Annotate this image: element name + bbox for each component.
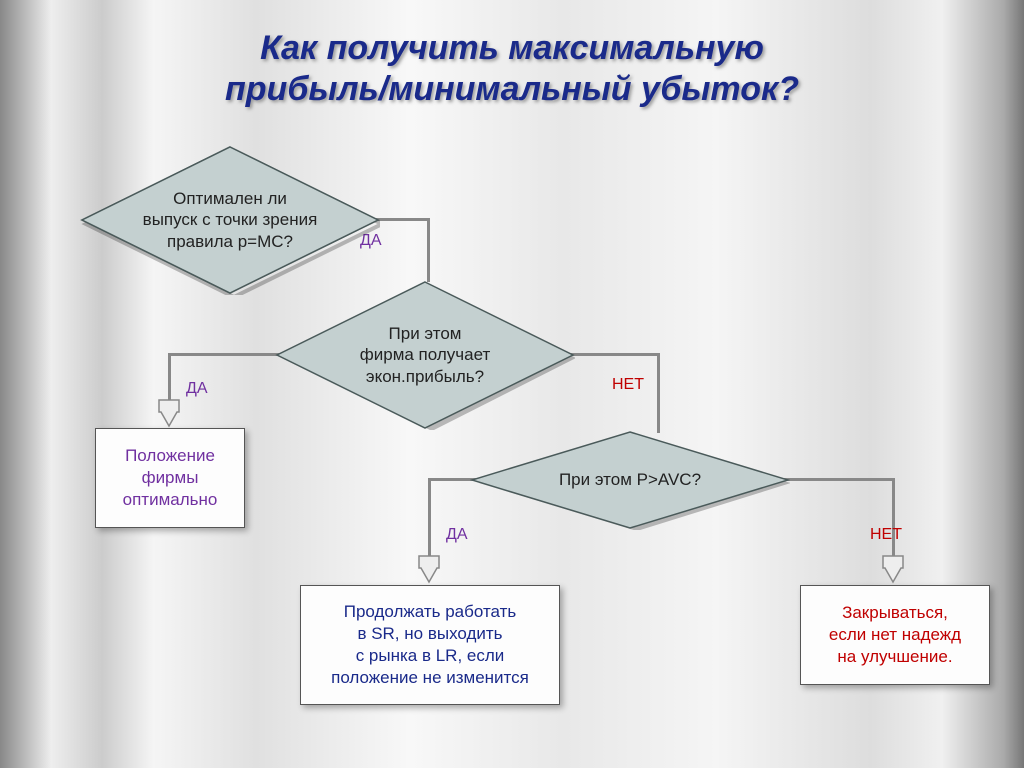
decision-p-equals-mc: Оптимален ливыпуск с точки зренияправила…: [80, 145, 380, 295]
outcome-shutdown-label: Закрываться,если нет надеждна улучшение.: [829, 602, 961, 668]
edge-label-e2-no: НЕТ: [612, 376, 644, 394]
connector-d3-r3-v: [892, 478, 895, 556]
arrow-r3: [881, 554, 905, 582]
outcome-optimal-label: Положениефирмыоптимально: [123, 445, 218, 511]
outcome-continue-sr: Продолжать работатьв SR, но выходитьс ры…: [300, 585, 560, 705]
arrow-r2: [417, 554, 441, 582]
connector-d2-r1-v: [168, 353, 171, 401]
edge-label-e3-no: НЕТ: [870, 526, 902, 544]
decision-econ-profit: При этомфирма получаетэкон.прибыль?: [275, 280, 575, 430]
connector-d3-r2-v: [428, 478, 431, 556]
connector-d2-d3-v: [657, 353, 660, 433]
edge-label-e2-yes: ДА: [186, 380, 208, 398]
slide-title: Как получить максимальнуюприбыль/минимал…: [0, 28, 1024, 110]
outcome-continue-sr-label: Продолжать работатьв SR, но выходитьс ры…: [331, 601, 529, 689]
decision-p-equals-mc-label: Оптимален ливыпуск с точки зренияправила…: [143, 188, 318, 252]
outcome-optimal: Положениефирмыоптимально: [95, 428, 245, 528]
decision-econ-profit-label: При этомфирма получаетэкон.прибыль?: [360, 323, 491, 387]
arrow-r1: [157, 398, 181, 426]
connector-d1-d2-v: [427, 218, 430, 282]
edge-label-e3-yes: ДА: [446, 526, 468, 544]
decision-p-gt-avc-label: При этом P>AVC?: [559, 469, 701, 490]
decision-p-gt-avc: При этом P>AVC?: [470, 430, 790, 530]
outcome-shutdown: Закрываться,если нет надеждна улучшение.: [800, 585, 990, 685]
